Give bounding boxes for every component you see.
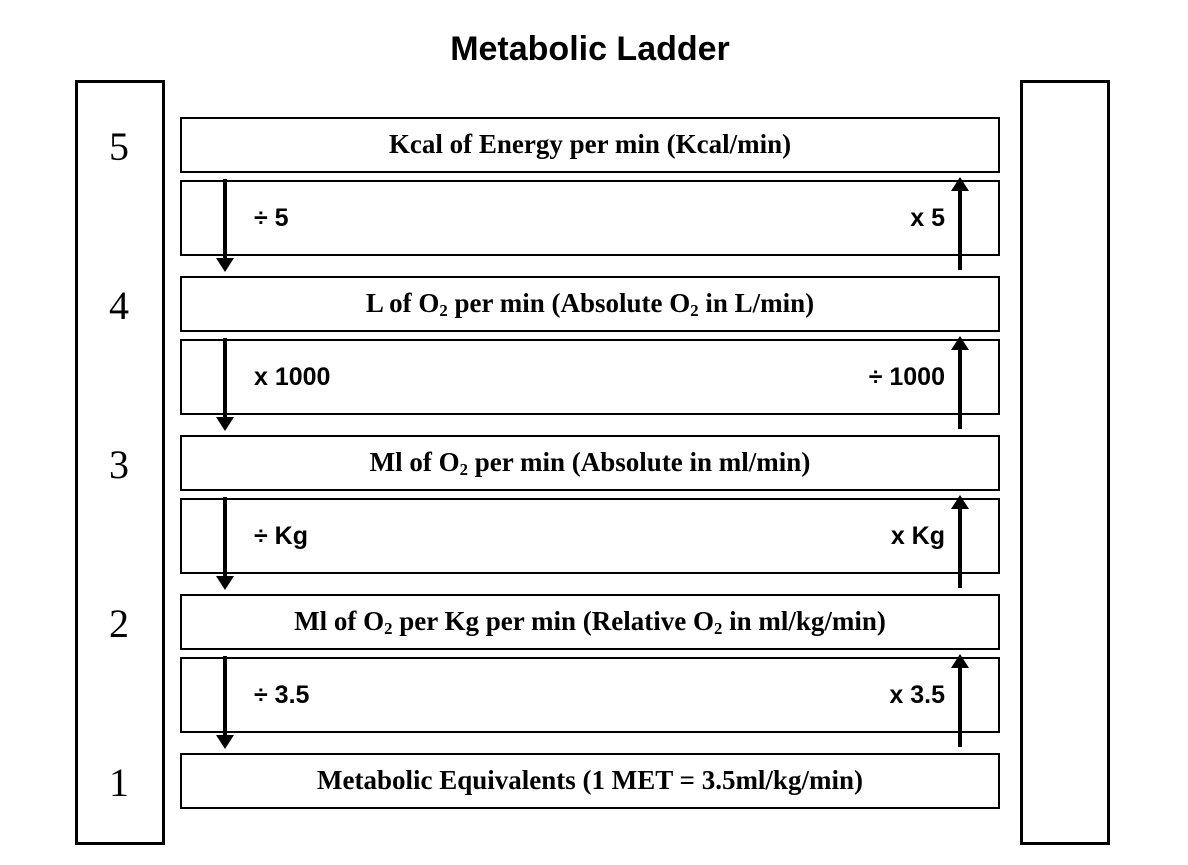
down-op-label: ÷ 5 [254, 204, 289, 233]
level-number-3: 3 [109, 441, 129, 488]
diagram-title: Metabolic Ladder [180, 30, 1000, 69]
down-arrow-line [223, 179, 227, 260]
up-op-label: x 5 [910, 204, 945, 233]
down-arrow-head-icon [216, 576, 234, 590]
step-box-1 [180, 180, 1000, 256]
rung-level-4: L of O2 per min (Absolute O2 in L/min) [180, 276, 1000, 332]
rung-level-2: Ml of O2 per Kg per min (Relative O2 in … [180, 594, 1000, 650]
up-arrow-line [958, 507, 962, 588]
down-arrow-line [223, 656, 227, 737]
level-number-2: 2 [109, 600, 129, 647]
rung-label: Ml of O2 per min (Absolute in ml/min) [370, 448, 811, 478]
level-number-4: 4 [109, 282, 129, 329]
down-arrow-head-icon [216, 258, 234, 272]
up-arrow-head-icon [951, 495, 969, 509]
up-arrow-line [958, 666, 962, 747]
down-arrow-head-icon [216, 417, 234, 431]
up-arrow-line [958, 348, 962, 429]
down-arrow-line [223, 497, 227, 578]
rung-label: Ml of O2 per Kg per min (Relative O2 in … [294, 607, 886, 637]
rung-label: Kcal of Energy per min (Kcal/min) [389, 130, 791, 160]
down-op-label: ÷ 3.5 [254, 681, 309, 710]
up-op-label: x Kg [891, 522, 945, 551]
rung-level-5: Kcal of Energy per min (Kcal/min) [180, 117, 1000, 173]
up-op-label: x 3.5 [889, 681, 945, 710]
up-op-label: ÷ 1000 [869, 363, 945, 392]
level-number-1: 1 [109, 759, 129, 806]
down-op-label: ÷ Kg [254, 522, 308, 551]
up-arrow-head-icon [951, 654, 969, 668]
up-arrow-line [958, 189, 962, 270]
up-arrow-head-icon [951, 336, 969, 350]
level-number-5: 5 [109, 123, 129, 170]
down-arrow-line [223, 338, 227, 419]
rung-level-3: Ml of O2 per min (Absolute in ml/min) [180, 435, 1000, 491]
rung-label: L of O2 per min (Absolute O2 in L/min) [366, 289, 814, 319]
down-arrow-head-icon [216, 735, 234, 749]
ladder-post-right [1020, 80, 1110, 845]
down-op-label: x 1000 [254, 363, 330, 392]
rung-label: Metabolic Equivalents (1 MET = 3.5ml/kg/… [317, 766, 863, 796]
up-arrow-head-icon [951, 177, 969, 191]
rung-level-1: Metabolic Equivalents (1 MET = 3.5ml/kg/… [180, 753, 1000, 809]
